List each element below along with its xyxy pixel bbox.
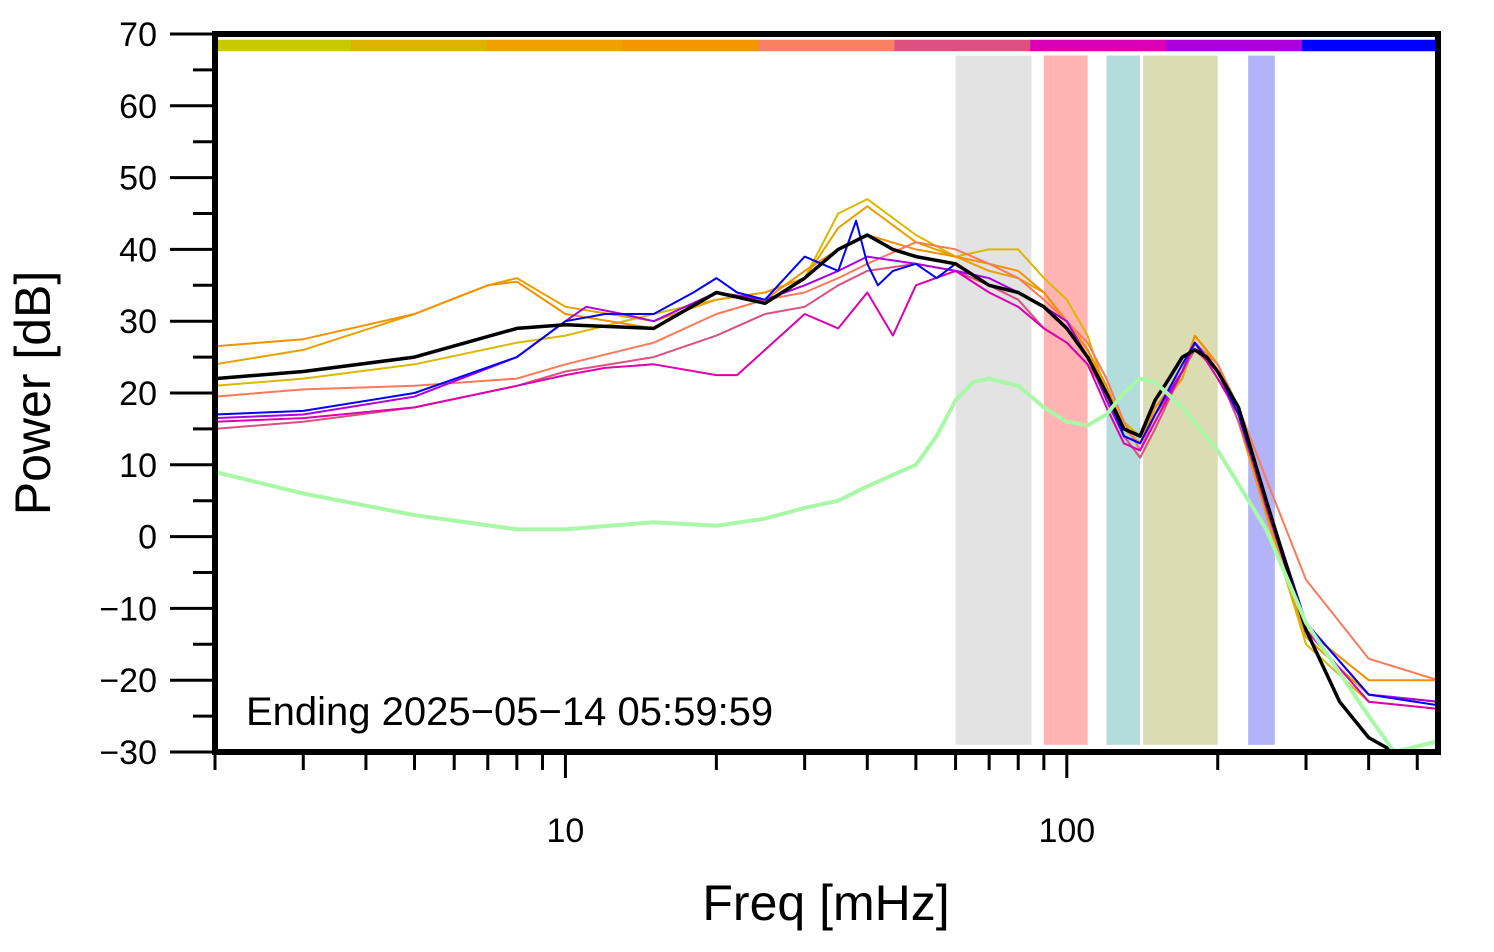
x-axis-title: Freq [mHz]	[702, 875, 949, 931]
y-axis-title: Power [dB]	[5, 271, 61, 516]
y-tick-label: 10	[119, 447, 157, 485]
x-axis-ticks	[213, 752, 1419, 778]
y-tick-label: 30	[119, 303, 157, 341]
color-bar-segment-8	[1302, 39, 1439, 52]
y-tick-label: −20	[99, 662, 157, 700]
y-tick-label: 60	[119, 88, 157, 126]
color-bar-segment-3	[622, 39, 760, 52]
frequency-band-4	[1248, 55, 1275, 745]
x-tick-labels: 10 100	[547, 812, 1096, 850]
y-axis-ticks	[170, 32, 215, 754]
y-tick-label: 50	[119, 160, 157, 198]
series-line-3	[214, 241, 1439, 682]
y-tick-label: −30	[99, 734, 157, 772]
y-tick-label: −10	[99, 590, 157, 628]
y-tick-label: 70	[119, 16, 157, 54]
shaded-frequency-bands	[955, 55, 1275, 745]
series-line-8	[213, 233, 1440, 754]
series-line-9	[213, 376, 1440, 754]
color-bar-segment-2	[486, 39, 624, 52]
spectrum-lines	[213, 198, 1440, 754]
frequency-band-0	[955, 55, 1032, 745]
color-bar-segment-7	[1166, 39, 1303, 52]
color-bar-segment-4	[758, 39, 895, 52]
color-bar-segment-6	[1030, 39, 1167, 52]
x-tick-label: 100	[1038, 812, 1095, 850]
y-tick-label: 20	[119, 375, 157, 413]
series-line-7	[214, 219, 1439, 707]
color-bar-segment-1	[350, 39, 488, 52]
series-line-5	[214, 269, 1439, 710]
x-tick-label: 10	[547, 812, 585, 850]
time-color-bar	[215, 39, 1439, 52]
color-bar-segment-5	[894, 39, 1031, 52]
y-tick-label: 40	[119, 231, 157, 269]
frequency-band-1	[1043, 55, 1088, 745]
chart-annotation: Ending 2025−05−14 05:59:59	[246, 690, 773, 734]
y-tick-labels: 70 60 50 40 30 20 10 0 −10 −20 −30	[99, 16, 157, 772]
color-bar-segment-0	[215, 39, 352, 52]
y-tick-label: 0	[138, 519, 157, 557]
